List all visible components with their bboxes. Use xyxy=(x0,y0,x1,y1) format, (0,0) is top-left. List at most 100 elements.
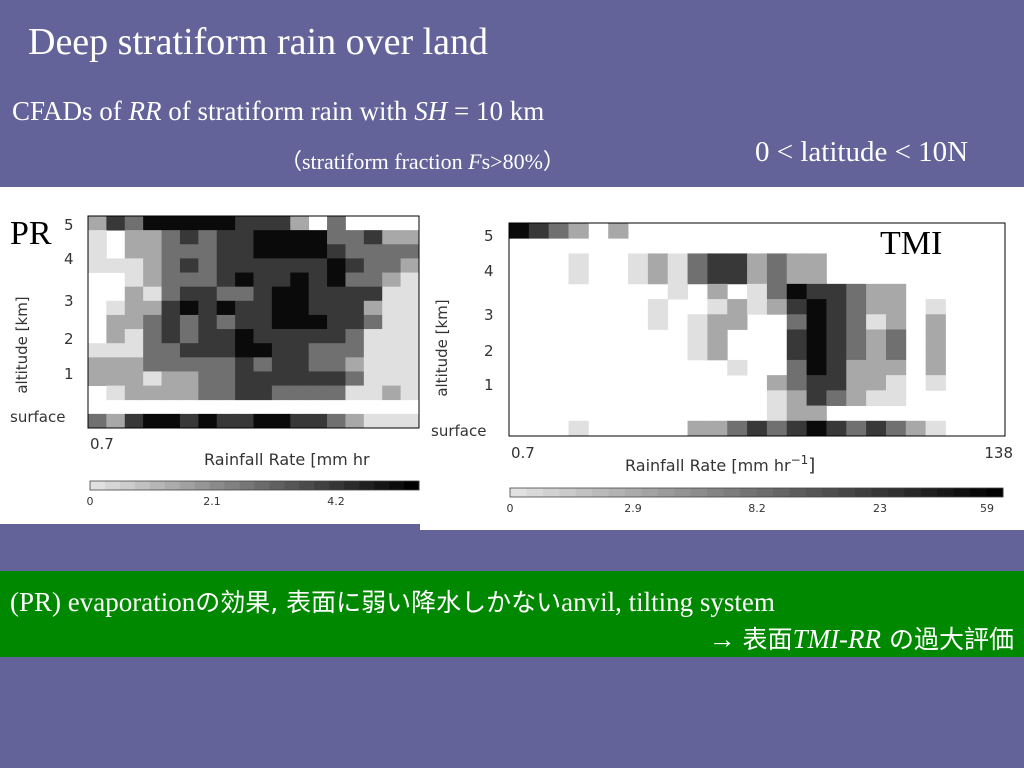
heatmap-cell xyxy=(345,343,365,358)
heatmap-cell xyxy=(727,314,748,330)
heatmap-cell xyxy=(766,420,788,437)
colorbar-segment xyxy=(789,488,807,497)
heatmap-cell xyxy=(806,329,827,346)
heatmap-cell xyxy=(253,357,273,372)
heatmap-cell xyxy=(400,272,420,288)
heatmap-cell xyxy=(707,299,728,315)
colorbar-segment xyxy=(986,488,1004,497)
heatmap-cell xyxy=(327,357,346,372)
colorbar-tick-label: 8.2 xyxy=(748,502,766,515)
conclusion-part-jp: 表面 xyxy=(742,625,793,654)
heatmap-cell xyxy=(707,268,728,285)
colorbar-segment xyxy=(209,481,226,490)
colorbar-segment xyxy=(805,488,823,497)
heatmap-cell xyxy=(290,385,310,401)
colorbar-segment xyxy=(887,488,905,497)
heatmap-cell xyxy=(628,253,649,270)
heatmap-cell xyxy=(925,359,946,376)
heatmap-cell xyxy=(253,230,273,245)
heatmap-cell xyxy=(88,371,107,386)
heatmap-cell xyxy=(786,344,807,361)
heatmap-cell xyxy=(179,343,199,358)
heatmap-cell xyxy=(179,272,199,288)
heatmap-cell xyxy=(766,405,788,422)
heatmap-cell xyxy=(161,216,181,231)
heatmap-cell xyxy=(363,343,383,358)
heatmap-cell xyxy=(161,300,181,316)
colorbar-segment xyxy=(344,481,360,490)
colorbar-frame xyxy=(89,480,420,491)
colorbar-segment xyxy=(756,488,774,497)
heatmap-cell xyxy=(846,359,867,376)
colorbar-segment xyxy=(690,488,708,497)
colorbar-segment xyxy=(608,488,626,497)
heatmap-cell xyxy=(143,216,162,231)
heatmap-cell xyxy=(866,344,887,361)
heatmap-cell xyxy=(327,258,346,273)
subtitle-part: of stratiform rain with xyxy=(161,96,415,126)
heatmap-cell xyxy=(327,300,346,316)
heatmap-cell xyxy=(198,385,218,401)
heatmap-cell xyxy=(766,268,788,285)
heatmap-cell xyxy=(846,390,867,406)
heatmap-cell xyxy=(161,357,181,372)
heatmap-cell xyxy=(88,357,107,372)
heatmap-cell xyxy=(124,216,144,231)
heatmap-cell xyxy=(866,299,887,315)
colorbar-tick-label: 23 xyxy=(873,502,887,515)
heatmap-cell xyxy=(885,359,907,376)
heatmap-cell xyxy=(271,314,291,330)
subtitle: CFADs of RR of stratiform rain with SH =… xyxy=(12,96,544,127)
heatmap-cell xyxy=(271,357,291,372)
y-axis-label: altitude [km] xyxy=(13,296,31,393)
heatmap-cell xyxy=(363,300,383,316)
heatmap-cell xyxy=(647,253,669,270)
colorbar-segment xyxy=(970,488,988,497)
y-tick-label: 2 xyxy=(484,342,494,360)
heatmap-cell xyxy=(327,329,346,344)
plot-frame xyxy=(508,222,1006,437)
heatmap-cell xyxy=(253,272,273,288)
heatmap-cell xyxy=(216,343,236,358)
heatmap-cell xyxy=(727,268,748,285)
heatmap-cell xyxy=(106,413,126,429)
heatmap-cell xyxy=(290,258,310,273)
heatmap-cell xyxy=(106,385,126,401)
subtitle-part: CFADs of xyxy=(12,96,129,126)
heatmap-cell xyxy=(925,299,946,315)
heatmap-cell xyxy=(290,413,310,429)
heatmap-cell xyxy=(88,216,107,231)
colorbar-segment xyxy=(953,488,971,497)
heatmap-cell xyxy=(124,258,144,273)
x-tick-label: 0.7 xyxy=(90,435,114,453)
heatmap-cell xyxy=(161,272,181,288)
colorbar-segment xyxy=(641,488,659,497)
heatmap-cell xyxy=(707,344,728,361)
heatmap-cell xyxy=(806,314,827,330)
heatmap-cell xyxy=(235,371,254,386)
heatmap-cell xyxy=(826,390,847,406)
colorbar-segment xyxy=(657,488,675,497)
colorbar-segment xyxy=(871,488,889,497)
heatmap-cell xyxy=(509,223,530,239)
heatmap-cell xyxy=(308,272,328,288)
x-axis-label-sup: −1 xyxy=(791,453,809,467)
heatmap-cell xyxy=(925,420,946,437)
y-tick-label: 1 xyxy=(484,376,494,394)
heatmap-cell xyxy=(216,244,236,259)
heatmap-cell xyxy=(143,314,162,330)
heatmap-cell xyxy=(400,300,420,316)
heatmap-cell xyxy=(179,413,199,429)
heatmap-cell xyxy=(216,230,236,245)
heatmap-cell xyxy=(106,343,126,358)
heatmap-cell xyxy=(382,413,402,429)
heatmap-cell xyxy=(727,359,748,376)
heatmap-cell xyxy=(345,258,365,273)
heatmap-cell xyxy=(290,216,310,231)
heatmap-cell xyxy=(925,375,946,391)
heatmap-cell xyxy=(106,300,126,316)
conclusion-part-jp: の効果, 表面に弱い降水しかない xyxy=(195,588,562,617)
y-tick-label: surface xyxy=(10,408,65,426)
y-tick-label: 5 xyxy=(484,227,494,245)
heatmap-cell xyxy=(345,286,365,302)
